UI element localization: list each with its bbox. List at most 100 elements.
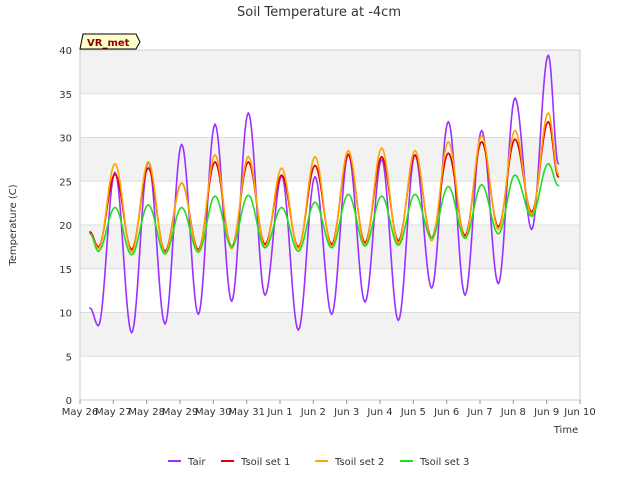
series-point — [314, 201, 316, 204]
legend-label: Tair — [187, 457, 206, 468]
series-point — [447, 120, 450, 123]
series-point — [164, 252, 166, 255]
series-point — [557, 184, 560, 187]
series-point — [230, 300, 233, 303]
series-point — [514, 129, 516, 132]
x-tick-label: May 27 — [95, 407, 132, 418]
x-tick-label: Jun 6 — [433, 407, 459, 418]
series-point — [464, 237, 466, 240]
series-point — [130, 253, 133, 256]
series-point — [247, 112, 250, 114]
station-badge: VR_met — [79, 33, 141, 50]
series-point — [447, 152, 450, 155]
series-point — [180, 182, 183, 184]
x-tick-label: May 26 — [62, 407, 99, 418]
series-line-tsoil-set-3 — [89, 162, 559, 256]
series-point — [264, 294, 266, 296]
series-point — [114, 162, 116, 165]
series-point — [547, 162, 550, 165]
series-point — [380, 155, 383, 158]
x-tick-label: May 29 — [162, 407, 199, 418]
series-point — [514, 138, 516, 141]
series-point — [247, 155, 250, 158]
series-layer — [89, 54, 560, 334]
series-line-tair — [89, 54, 560, 334]
plot-band — [80, 137, 580, 182]
y-tick-label: 5 — [66, 352, 72, 363]
y-tick-label: 15 — [59, 265, 72, 276]
y-axis-ticks: 0 5 10 15 20 25 30 35 40 — [59, 46, 72, 407]
series-point — [464, 234, 466, 237]
series-point — [280, 206, 283, 209]
series-point — [497, 232, 500, 235]
x-tick-label: Jun 1 — [266, 407, 292, 418]
series-point — [147, 203, 150, 206]
y-tick-label: 10 — [59, 309, 72, 320]
y-tick-label: 30 — [59, 134, 72, 145]
series-point — [197, 251, 200, 254]
series-point — [514, 97, 516, 100]
series-point — [547, 54, 550, 57]
series-point — [264, 246, 266, 249]
series-point — [147, 161, 150, 163]
series-point — [514, 174, 516, 177]
series-point — [380, 147, 383, 149]
series-point — [447, 140, 450, 143]
x-tick-label: May 30 — [195, 407, 232, 418]
series-point — [214, 123, 216, 126]
series-point — [247, 161, 250, 163]
x-tick-label: Jun 9 — [533, 407, 559, 418]
series-point — [347, 154, 350, 156]
series-point — [397, 319, 400, 322]
x-axis-label: Time — [553, 425, 578, 436]
series-point — [414, 149, 416, 152]
series-point — [364, 245, 366, 247]
series-point — [230, 247, 233, 250]
x-tick-label: May 31 — [228, 407, 265, 418]
series-point — [214, 195, 216, 198]
x-tick-label: Jun 7 — [466, 407, 492, 418]
series-point — [530, 213, 533, 216]
series-point — [89, 307, 91, 310]
series-point — [547, 112, 550, 114]
plot-band — [80, 312, 580, 357]
x-tick-label: Jun 3 — [333, 407, 359, 418]
chart-title: Soil Temperature at -4cm — [237, 5, 401, 20]
series-point — [530, 228, 533, 231]
y-tick-label: 25 — [59, 177, 72, 188]
x-tick-label: Jun 8 — [500, 407, 526, 418]
series-point — [164, 322, 166, 325]
x-tick-label: Jun 10 — [563, 407, 596, 418]
series-point — [230, 245, 233, 248]
y-tick-label: 40 — [59, 46, 72, 57]
series-point — [130, 251, 133, 254]
series-point — [347, 193, 350, 196]
series-point — [547, 120, 550, 123]
series-point — [557, 175, 560, 178]
series-point — [397, 242, 400, 245]
x-tick-label: Jun 4 — [366, 407, 392, 418]
series-point — [89, 232, 91, 235]
plot-band — [80, 50, 580, 94]
station-badge-label: VR_met — [87, 38, 130, 49]
series-point — [314, 164, 316, 167]
series-point — [364, 301, 366, 303]
series-point — [297, 329, 300, 331]
y-tick-label: 20 — [59, 221, 72, 232]
series-point — [214, 161, 216, 163]
legend-label: Tsoil set 2 — [334, 457, 384, 468]
series-point — [397, 244, 400, 247]
series-point — [97, 247, 100, 250]
series-point — [530, 210, 533, 213]
x-tick-label: May 28 — [128, 407, 165, 418]
series-point — [364, 241, 366, 244]
series-point — [280, 174, 283, 177]
series-point — [414, 193, 416, 196]
series-point — [297, 247, 300, 250]
series-point — [114, 171, 116, 174]
series-point — [414, 154, 416, 156]
series-point — [297, 250, 300, 253]
series-point — [130, 331, 133, 334]
series-point — [347, 149, 350, 152]
series-point — [430, 239, 433, 242]
